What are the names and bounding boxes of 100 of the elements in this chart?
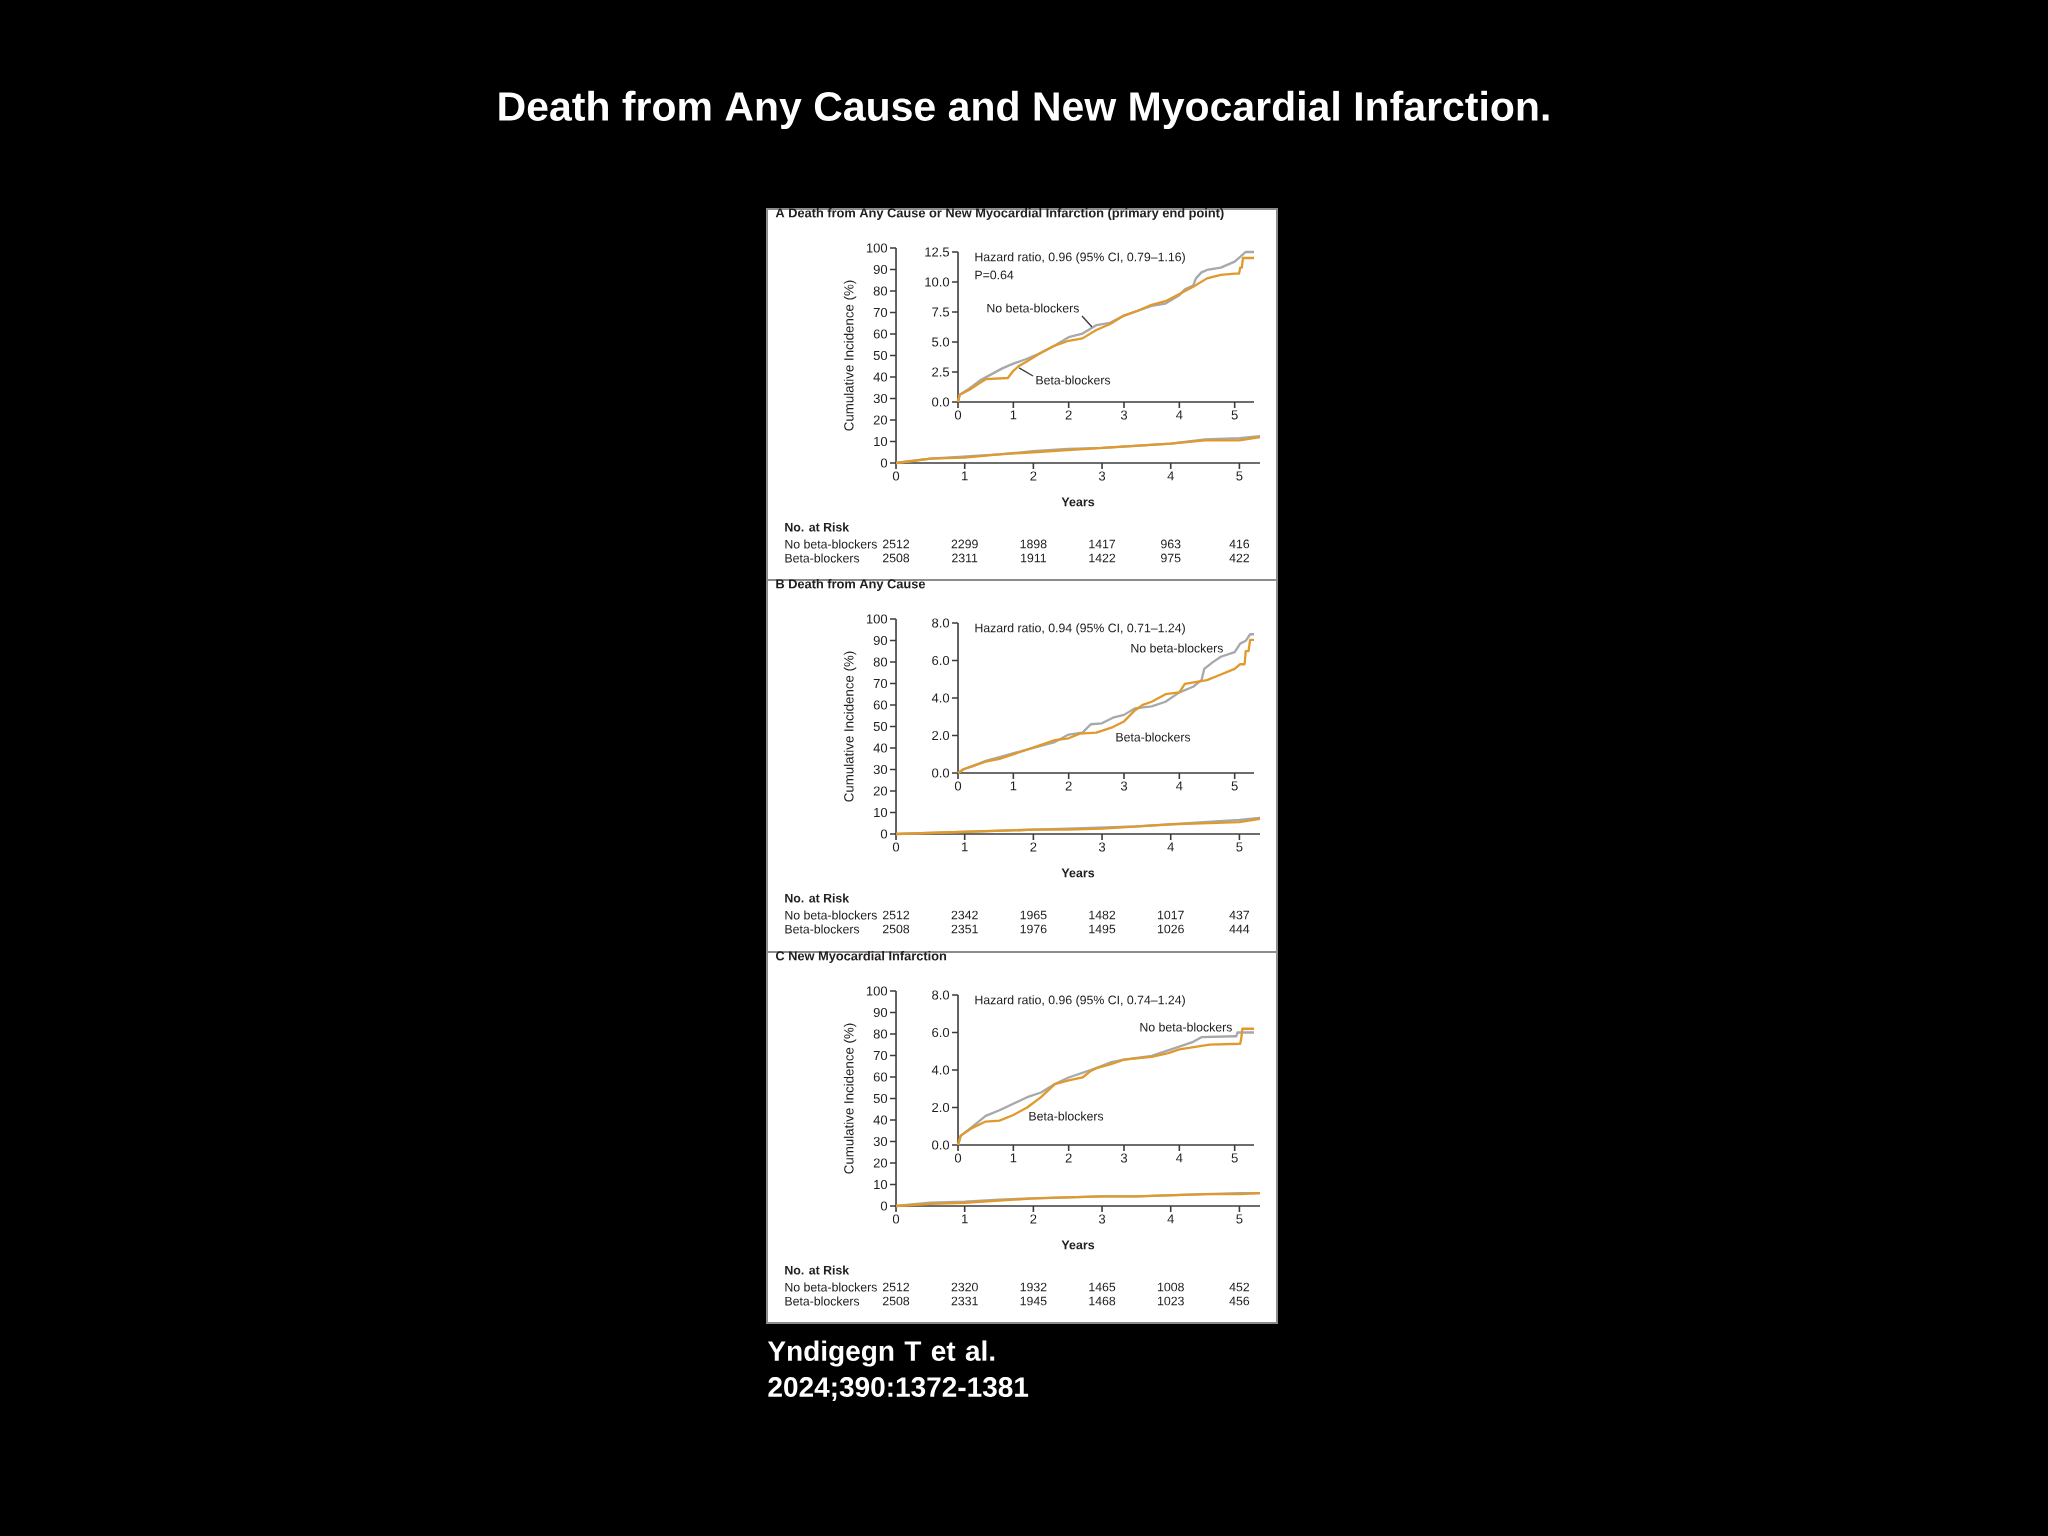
series-label: Beta-blockers — [1116, 732, 1191, 742]
text: 1482 — [1089, 910, 1116, 920]
y-tick-label: 0.0 — [932, 397, 950, 407]
y-tick-label: 60 — [873, 700, 888, 710]
x-tick-label: 1 — [962, 1214, 968, 1224]
y-tick-label: 20 — [873, 786, 888, 796]
x-tick-label: 2 — [1030, 471, 1037, 481]
x-tick-label: 2 — [1065, 1153, 1072, 1163]
y-tick-label: 8.0 — [932, 618, 950, 628]
y-tick-label: 4.0 — [931, 693, 950, 703]
y-tick-label: 12.5 — [925, 247, 950, 257]
y-tick-label: 10 — [874, 807, 888, 818]
x-tick-label: 0 — [892, 842, 900, 852]
x-tick-label: 2 — [1065, 410, 1072, 420]
text: 1465 — [1089, 1282, 1116, 1292]
text: 975 — [1161, 553, 1181, 563]
text: 1976 — [1020, 924, 1047, 934]
text: Death from Any Cause and New Myocardial Infarction. — [499, 90, 1549, 130]
text: 422 — [1229, 553, 1250, 563]
text: No. at Risk — [785, 1265, 850, 1275]
text: 963 — [1161, 539, 1181, 549]
y-tick-label: 0 — [880, 1201, 888, 1211]
y-tick-label: 2.0 — [932, 1102, 950, 1113]
text: 2342 — [951, 910, 978, 920]
y-tick-label: 90 — [873, 264, 888, 275]
x-tick-label: 5 — [1231, 410, 1238, 420]
text: 1008 — [1157, 1282, 1184, 1292]
x-tick-label: 0 — [954, 1153, 962, 1163]
y-tick-label: 0 — [880, 458, 888, 468]
text: 1422 — [1089, 553, 1116, 563]
x-tick-label: 1 — [1010, 410, 1017, 420]
annotation: Hazard ratio, 0.94 (95% CI, 0.71–1.24) — [975, 623, 1185, 635]
chart-title: C New Myocardial Infarction — [775, 951, 947, 963]
y-tick-label: 30 — [873, 393, 888, 404]
y-tick-label: 4.0 — [931, 1065, 950, 1075]
y-tick-label: 40 — [873, 372, 888, 382]
y-tick-label: 100 — [866, 614, 888, 624]
y-tick-label: 0.0 — [932, 1140, 950, 1150]
chart-title: A Death from Any Cause or New Myocardial Infarction (primary end point) — [775, 208, 1224, 220]
text: 416 — [1229, 539, 1250, 549]
text: 2331 — [951, 1296, 978, 1306]
text: No. at Risk — [785, 522, 850, 532]
text: Beta-blockers — [785, 924, 860, 934]
y-tick-label: 0 — [880, 829, 888, 839]
text: No beta-blockers — [785, 910, 877, 920]
y-tick-label: 10 — [874, 1179, 888, 1190]
x-tick-label: 3 — [1098, 471, 1106, 481]
y-tick-label: 0.0 — [932, 768, 950, 778]
y-tick-label: 70 — [873, 1050, 888, 1061]
text: 1898 — [1020, 539, 1047, 549]
text: 2512 — [882, 910, 910, 920]
x-tick-label: 1 — [1010, 1153, 1017, 1163]
y-axis-title: Cumulative Incidence (%) — [843, 651, 857, 802]
y-tick-label: 8.0 — [932, 990, 950, 1000]
text: 444 — [1229, 924, 1250, 934]
x-tick-label: 2 — [1030, 842, 1037, 852]
text: 1945 — [1020, 1296, 1047, 1306]
text: 1911 — [1021, 553, 1046, 563]
x-tick-label: 0 — [954, 781, 962, 791]
x-tick-label: 1 — [962, 842, 968, 852]
series-label: No beta-blockers — [987, 303, 1079, 313]
x-tick-label: 5 — [1231, 1153, 1238, 1163]
y-tick-label: 6.0 — [932, 655, 950, 666]
x-tick-label: 4 — [1176, 410, 1183, 420]
text: 2320 — [951, 1282, 978, 1292]
y-tick-label: 6.0 — [932, 1027, 950, 1038]
text: 2508 — [882, 553, 910, 563]
y-tick-label: 70 — [873, 307, 888, 318]
y-tick-label: 100 — [866, 986, 888, 996]
text: 2299 — [951, 539, 978, 549]
y-tick-label: 50 — [873, 350, 888, 361]
x-tick-label: 2 — [1065, 781, 1072, 791]
x-tick-label: 4 — [1176, 781, 1183, 791]
text: 2512 — [882, 1282, 910, 1292]
x-tick-label: 4 — [1176, 1153, 1183, 1163]
x-axis-title: Years — [1061, 1240, 1095, 1250]
text: 437 — [1229, 910, 1250, 920]
x-tick-label: 0 — [892, 1214, 900, 1224]
x-tick-label: 5 — [1236, 1214, 1243, 1224]
text: 1417 — [1089, 539, 1116, 549]
x-tick-label: 4 — [1167, 1214, 1174, 1224]
text: 1023 — [1157, 1296, 1184, 1306]
text: 1932 — [1020, 1282, 1047, 1292]
text: 452 — [1229, 1282, 1250, 1292]
annotation: Hazard ratio, 0.96 (95% CI, 0.79–1.16) — [975, 252, 1185, 264]
text: 456 — [1229, 1296, 1250, 1306]
y-tick-label: 100 — [866, 243, 888, 253]
annotation: P=0.64 — [975, 270, 1014, 280]
x-tick-label: 1 — [1010, 781, 1017, 791]
x-tick-label: 5 — [1231, 781, 1238, 791]
text: Beta-blockers — [785, 553, 860, 563]
y-axis-title: Cumulative Incidence (%) — [843, 280, 857, 431]
y-tick-label: 5.0 — [932, 337, 950, 347]
y-tick-label: 90 — [873, 1007, 888, 1018]
y-tick-label: 30 — [873, 764, 888, 775]
series-label: No beta-blockers — [1131, 643, 1223, 653]
y-tick-label: 30 — [873, 1136, 888, 1147]
y-tick-label: 20 — [873, 1158, 888, 1168]
text: 1965 — [1020, 910, 1047, 920]
y-tick-label: 40 — [873, 1115, 888, 1125]
